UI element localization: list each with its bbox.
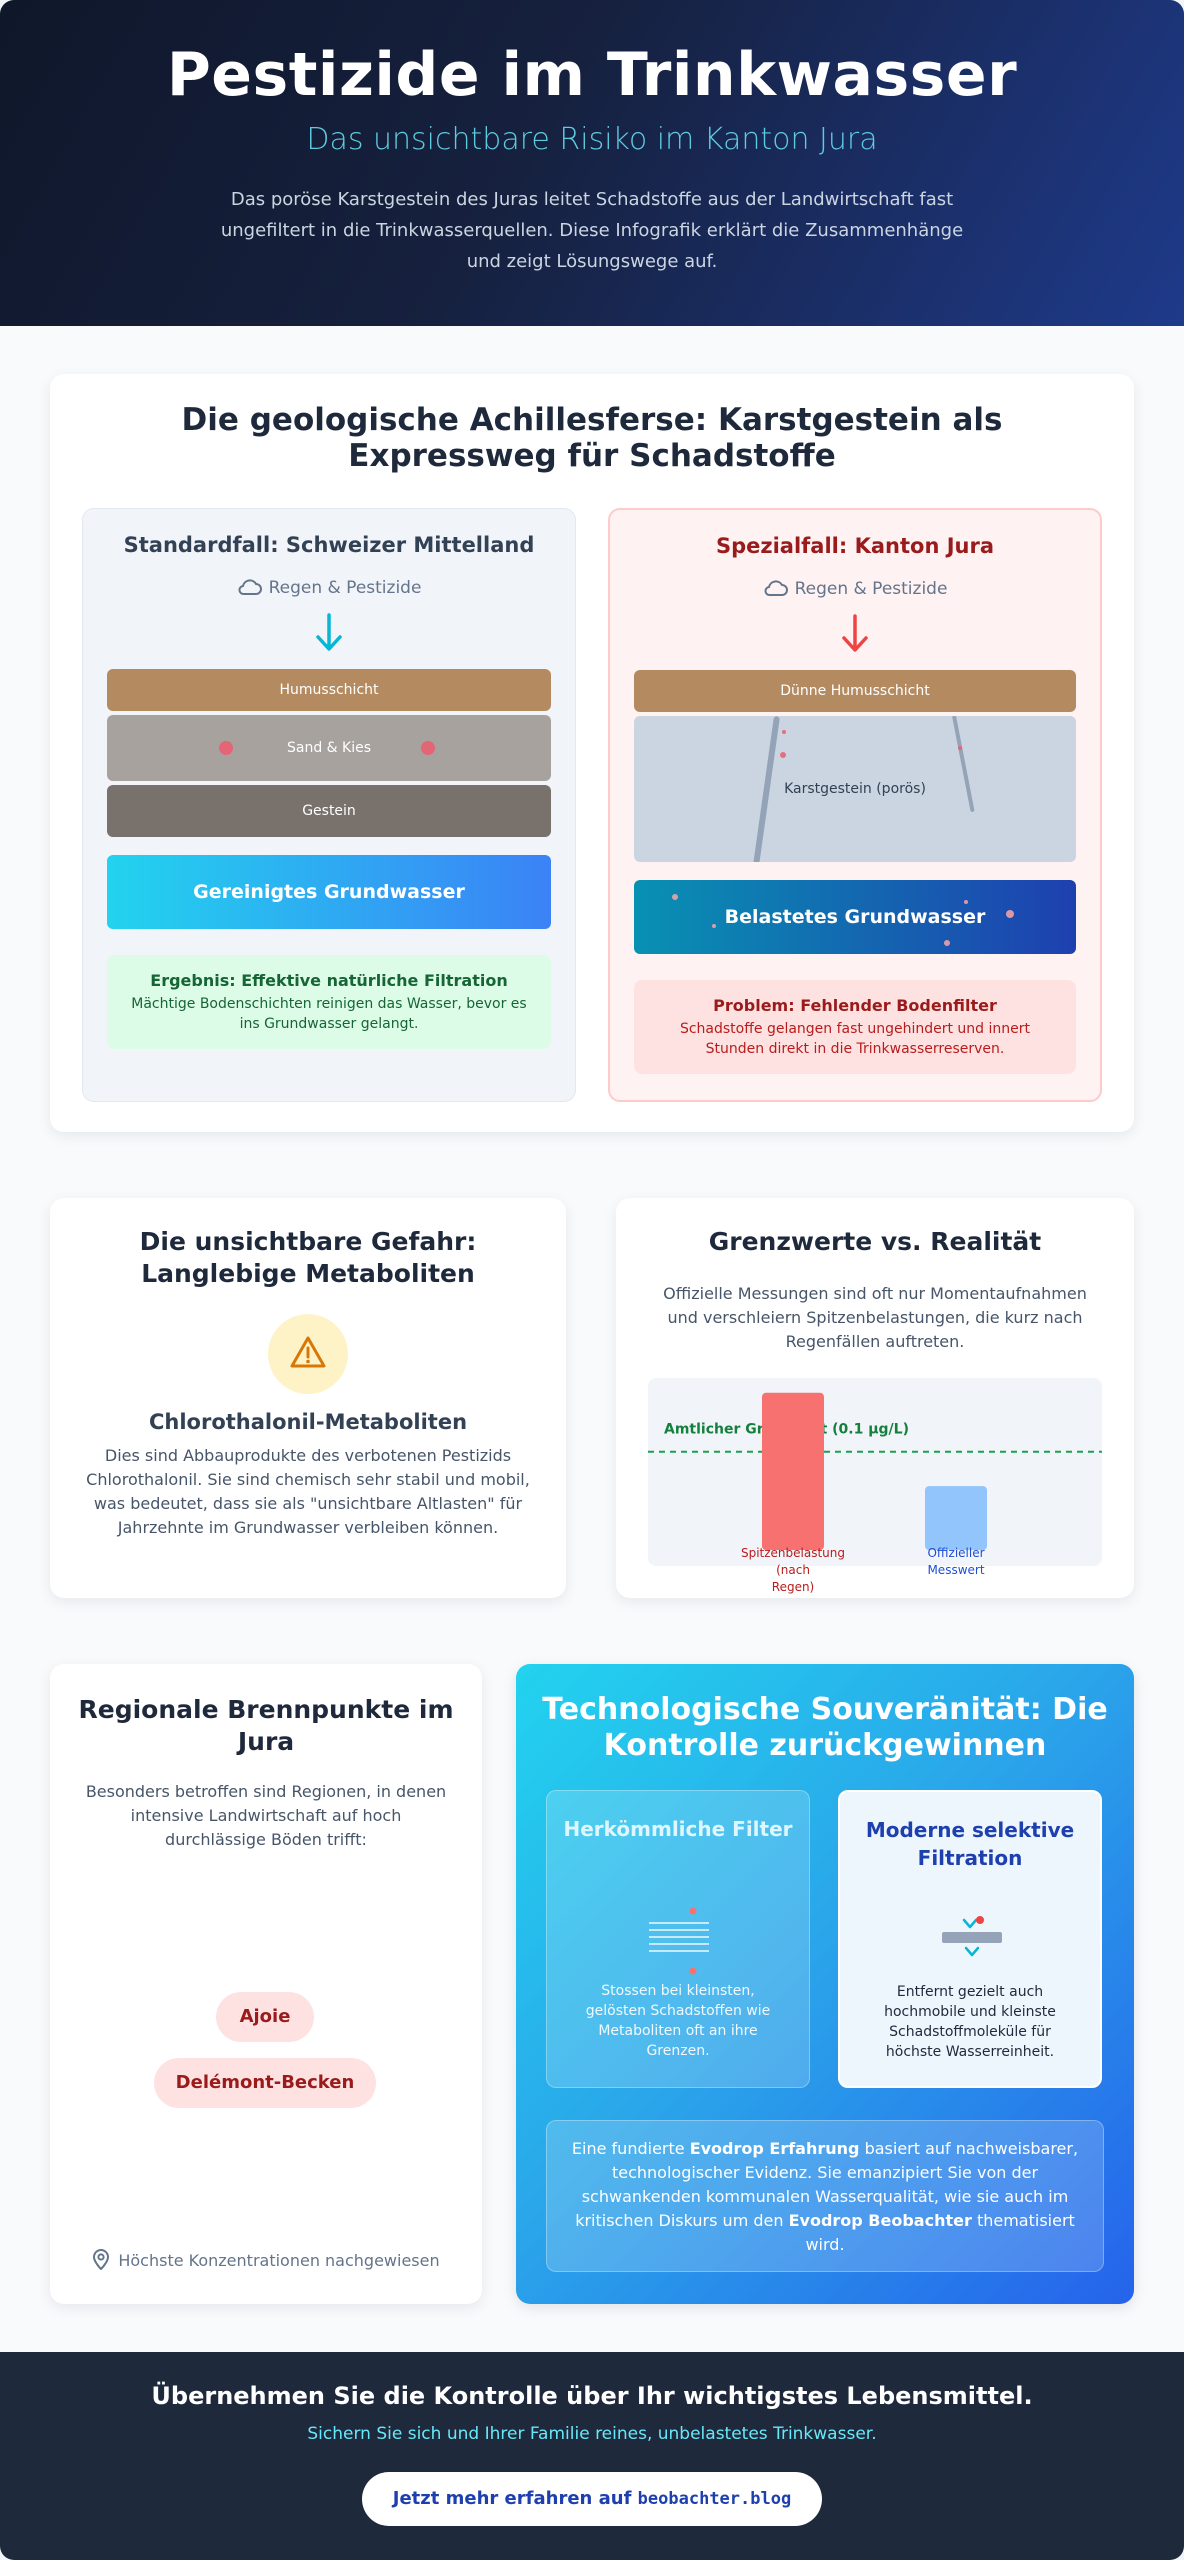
pollutant-dot	[964, 900, 968, 904]
pollutant-dot	[689, 1967, 697, 1975]
cta-domain: beobachter.blog	[637, 2489, 792, 2509]
rain-text: Regen & Pestizide	[794, 579, 948, 599]
hero-header: Pestizide im Trinkwasser Das unsichtbare…	[0, 0, 1184, 326]
note-bold-1: Evodrop Erfahrung	[689, 2139, 860, 2158]
modern-filter-text: Entfernt gezielt auch hochmobile und kle…	[884, 1984, 1056, 2060]
sand-gravel-layer: Sand & Kies	[107, 715, 551, 781]
pollutant-dot	[958, 746, 962, 750]
rock-layer: Gestein	[107, 785, 551, 837]
result-box-filtration: Ergebnis: Effektive natürliche Filtratio…	[107, 955, 551, 1049]
rain-text: Regen & Pestizide	[268, 578, 422, 598]
modern-filter-box: Moderne selektive Filtration Entfernt ge…	[838, 1790, 1102, 2088]
limits-card: Grenzwerte vs. Realität Offizielle Messu…	[616, 1198, 1134, 1598]
warning-badge	[268, 1314, 348, 1394]
region-pill-delemont: Delémont-Becken	[154, 2058, 376, 2108]
problem-title: Problem: Fehlender Bodenfilter	[713, 996, 997, 1015]
metabolites-subtitle: Chlorothalonil-Metaboliten	[148, 1410, 468, 1434]
learn-more-button[interactable]: Jetzt mehr erfahren auf beobachter.blog	[362, 2472, 822, 2526]
conventional-filter-text: Stossen bei kleinsten, gelösten Schadsto…	[585, 1983, 771, 2059]
metabolites-text: Dies sind Abbauprodukte des verbotenen P…	[86, 1446, 530, 1537]
humus-layer: Humusschicht	[107, 669, 551, 711]
karst-crack	[952, 716, 975, 813]
conventional-filter-icon	[649, 1907, 709, 1975]
warning-icon	[290, 1336, 326, 1368]
standard-case-panel: Standardfall: Schweizer Mittelland Regen…	[82, 508, 576, 1102]
jura-case-title: Spezialfall: Kanton Jura	[715, 534, 994, 558]
modern-filter-title: Moderne selektive Filtration	[865, 1818, 1075, 1870]
hotspots-footer-text: Höchste Konzentrationen nachgewiesen	[118, 2251, 440, 2270]
problem-text: Schadstoffe gelangen fast ungehindert un…	[679, 1021, 1031, 1057]
footer-title: Übernehmen Sie die Kontrolle über Ihr wi…	[151, 2382, 1033, 2410]
thin-humus-layer: Dünne Humusschicht	[634, 670, 1076, 712]
standard-case-title: Standardfall: Schweizer Mittelland	[123, 533, 535, 557]
pollutant-dot	[672, 894, 678, 900]
page-title: Pestizide im Trinkwasser	[166, 40, 1018, 110]
arrow-down-icon	[842, 614, 868, 652]
pollutant-dot	[219, 741, 233, 755]
hotspots-title: Regionale Brennpunkte im Jura	[78, 1695, 454, 1756]
map-pin-icon	[93, 2249, 110, 2271]
pollutant-dot	[712, 924, 716, 928]
chart-category-label: Offizieller Messwert	[927, 1546, 984, 1577]
chart-bar	[925, 1486, 987, 1550]
clean-groundwater: Gereinigtes Grundwasser	[107, 855, 551, 929]
limits-chart-svg: Amtlicher Grenzwert (0.1 µg/L)Spitzenbel…	[648, 1392, 1102, 1594]
pollutant-dot	[689, 1907, 697, 1915]
limits-text: Offizielle Messungen sind oft nur Moment…	[663, 1284, 1087, 1351]
footer-subtitle: Sichern Sie sich und Ihrer Familie reine…	[307, 2424, 877, 2444]
cloud-icon	[238, 579, 262, 595]
hotspots-footer: Höchste Konzentrationen nachgewiesen	[50, 2248, 482, 2271]
pollutant-dot	[421, 741, 435, 755]
footer-cta: Übernehmen Sie die Kontrolle über Ihr wi…	[0, 2352, 1184, 2560]
evodrop-note: Eine fundierte Evodrop Erfahrung basiert…	[546, 2120, 1104, 2272]
polluted-groundwater-label: Belastetes Grundwasser	[724, 906, 986, 928]
conventional-filter-title: Herkömmliche Filter	[563, 1817, 793, 1841]
karst-layer: Karstgestein (porös)	[634, 716, 1076, 862]
pollutant-dot	[944, 940, 950, 946]
pollutant-dot	[780, 752, 786, 758]
hotspots-card: Regionale Brennpunkte im Jura Besonders …	[50, 1664, 482, 2304]
geology-title: Die geologische Achillesferse: Karstgest…	[181, 402, 1003, 474]
note-bold-2: Evodrop Beobachter	[788, 2211, 972, 2230]
karst-crack	[753, 716, 780, 862]
limits-title: Grenzwerte vs. Realität	[708, 1227, 1042, 1256]
note-text-2: basiert auf nachweisbarer, technologisch…	[575, 2139, 1079, 2230]
rain-label: Regen & Pestizide	[610, 578, 1100, 599]
sand-gravel-label: Sand & Kies	[286, 740, 372, 756]
metabolites-card: Die unsichtbare Gefahr: Langlebige Metab…	[50, 1198, 566, 1598]
conventional-filter-box: Herkömmliche Filter Stossen bei kleinste…	[546, 1790, 810, 2088]
intro-text: Das poröse Karstgestein des Juras leitet…	[220, 189, 964, 272]
region-pill-ajoie: Ajoie	[216, 1992, 314, 2042]
chart-category-label: Spitzenbelastung (nach Regen)	[741, 1546, 845, 1594]
polluted-groundwater: Belastetes Grundwasser	[634, 880, 1076, 954]
result-text: Mächtige Bodenschichten reinigen das Was…	[131, 996, 527, 1032]
page-subtitle: Das unsichtbare Risiko im Kanton Jura	[306, 122, 878, 157]
metabolites-title: Die unsichtbare Gefahr: Langlebige Metab…	[139, 1227, 477, 1288]
technology-card: Technologische Souveränität: Die Kontrol…	[516, 1664, 1134, 2304]
note-text-1: Eine fundierte	[571, 2139, 690, 2158]
pollutant-dot	[782, 730, 786, 734]
karst-label: Karstgestein (porös)	[784, 781, 926, 797]
pollutant-dot	[1006, 910, 1014, 918]
rain-label: Regen & Pestizide	[83, 577, 575, 598]
hotspots-text: Besonders betroffen sind Regionen, in de…	[85, 1782, 447, 1849]
cta-prefix: Jetzt mehr erfahren auf	[392, 2488, 638, 2509]
cloud-icon	[764, 580, 788, 596]
geology-section: Die geologische Achillesferse: Karstgest…	[50, 374, 1134, 1132]
technology-title: Technologische Souveränität: Die Kontrol…	[542, 1692, 1108, 1763]
arrow-down-icon	[316, 613, 342, 651]
chart-bar	[762, 1392, 824, 1550]
selective-filter-icon	[942, 1916, 1002, 1957]
result-box-problem: Problem: Fehlender Bodenfilter Schadstof…	[634, 980, 1076, 1074]
limits-chart: Amtlicher Grenzwert (0.1 µg/L)Spitzenbel…	[648, 1378, 1102, 1594]
note-text-3: thematisiert wird.	[805, 2211, 1075, 2254]
result-title: Ergebnis: Effektive natürliche Filtratio…	[150, 971, 508, 990]
jura-case-panel: Spezialfall: Kanton Jura Regen & Pestizi…	[608, 508, 1102, 1102]
